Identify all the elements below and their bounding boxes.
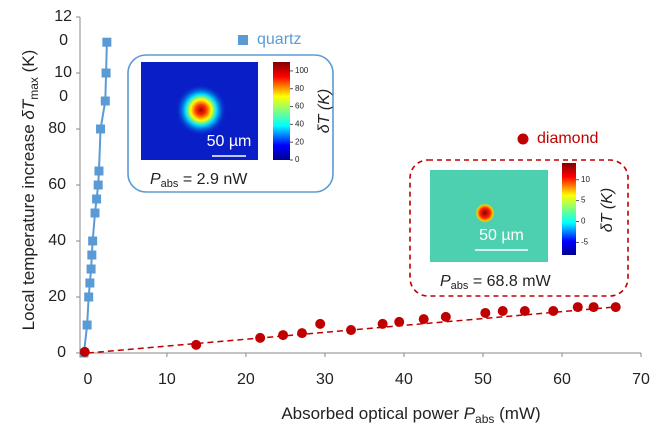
point bbox=[84, 292, 94, 302]
colorbar-tick-label: 0 bbox=[295, 155, 300, 164]
colorbar-tick-label: 0 bbox=[581, 217, 586, 226]
colorbar-label: δT (K) bbox=[599, 188, 616, 232]
axis-label: Absorbed optical power Pabs (mW) bbox=[281, 404, 540, 426]
x-tick-label: 30 bbox=[316, 371, 334, 388]
point bbox=[297, 328, 308, 339]
label-text: Absorbed optical power bbox=[281, 404, 463, 423]
scale-bar-label: 50 µm bbox=[479, 227, 524, 244]
colorbar-tick-label: 80 bbox=[295, 84, 304, 93]
point bbox=[87, 250, 97, 260]
scale-bar-label: 50 µm bbox=[207, 133, 252, 150]
colorbar-tick-label: 20 bbox=[295, 137, 304, 146]
point bbox=[102, 37, 112, 47]
label-sub: abs bbox=[475, 412, 494, 426]
point bbox=[255, 332, 266, 343]
label-symbol: P bbox=[464, 404, 476, 423]
y-tick-label: 60 bbox=[48, 176, 66, 193]
point bbox=[497, 306, 508, 316]
point bbox=[94, 166, 104, 176]
point bbox=[346, 325, 357, 336]
y-tick-label: 10 bbox=[54, 64, 72, 81]
point bbox=[610, 302, 621, 313]
x-tick-label: 40 bbox=[395, 371, 413, 388]
point bbox=[588, 302, 599, 313]
point bbox=[82, 320, 92, 330]
y-tick-label: 0 bbox=[59, 88, 68, 105]
point bbox=[519, 306, 530, 316]
legend-marker bbox=[238, 35, 248, 45]
colorbar-tick-label: 100 bbox=[295, 66, 309, 75]
y-tick-label: 0 bbox=[59, 32, 68, 49]
power-sub: abs bbox=[161, 178, 179, 190]
power-symbol: P bbox=[440, 273, 451, 290]
power-symbol: P bbox=[150, 171, 161, 188]
y-tick-label: 12 bbox=[54, 8, 72, 25]
label-unit: (mW) bbox=[494, 404, 540, 423]
colorbar bbox=[273, 62, 290, 160]
colorbar-tick-label: -5 bbox=[581, 238, 589, 247]
hot-spot bbox=[475, 203, 495, 223]
point bbox=[90, 208, 100, 218]
power-label: Pabs = 68.8 mW bbox=[440, 273, 552, 292]
power-rest: = 2.9 nW bbox=[178, 171, 248, 188]
point bbox=[191, 339, 202, 350]
point bbox=[85, 278, 95, 288]
axis-label: Local temperature increase δTmax (K) bbox=[19, 50, 41, 331]
legend-marker bbox=[517, 133, 529, 145]
point bbox=[96, 124, 106, 134]
point bbox=[88, 236, 98, 246]
colorbar bbox=[562, 163, 576, 255]
point bbox=[93, 180, 103, 190]
point bbox=[394, 316, 405, 327]
point bbox=[92, 194, 102, 204]
power-sub: abs bbox=[451, 280, 469, 292]
label-text: Local temperature increase bbox=[19, 120, 38, 331]
y-tick-label: 20 bbox=[48, 288, 66, 305]
y-tick-label: 80 bbox=[48, 120, 66, 137]
point bbox=[315, 318, 326, 329]
x-tick-label: 70 bbox=[632, 371, 650, 388]
colorbar-tick-label: 60 bbox=[295, 102, 304, 111]
legend-label: quartz bbox=[257, 31, 301, 48]
power-rest: = 68.8 mW bbox=[468, 273, 551, 290]
x-tick-label: 20 bbox=[237, 371, 255, 388]
x-tick-label: 10 bbox=[158, 371, 176, 388]
point bbox=[377, 318, 388, 329]
point bbox=[100, 96, 110, 106]
colorbar-tick-label: 5 bbox=[581, 196, 586, 205]
label-unit: (K) bbox=[19, 50, 38, 77]
power-label: Pabs = 2.9 nW bbox=[150, 171, 248, 190]
point bbox=[86, 264, 96, 274]
label-sub: max bbox=[27, 77, 41, 100]
label-symbol: δT bbox=[19, 98, 38, 119]
colorbar-tick-label: 40 bbox=[295, 119, 304, 128]
point bbox=[418, 314, 429, 325]
x-tick-label: 0 bbox=[83, 371, 92, 388]
point bbox=[548, 306, 559, 316]
legend-label: diamond bbox=[537, 130, 598, 147]
hot-spot bbox=[175, 84, 227, 136]
point bbox=[440, 311, 451, 322]
point bbox=[79, 346, 90, 357]
point bbox=[278, 330, 289, 341]
x-tick-label: 50 bbox=[474, 371, 492, 388]
point bbox=[101, 68, 111, 78]
y-tick-label: 40 bbox=[48, 232, 66, 249]
y-tick-label: 0 bbox=[57, 344, 66, 361]
colorbar-label: δT (K) bbox=[316, 89, 333, 133]
point bbox=[480, 307, 491, 318]
x-tick-label: 60 bbox=[553, 371, 571, 388]
point bbox=[572, 302, 583, 313]
colorbar-tick-label: 10 bbox=[581, 175, 590, 184]
